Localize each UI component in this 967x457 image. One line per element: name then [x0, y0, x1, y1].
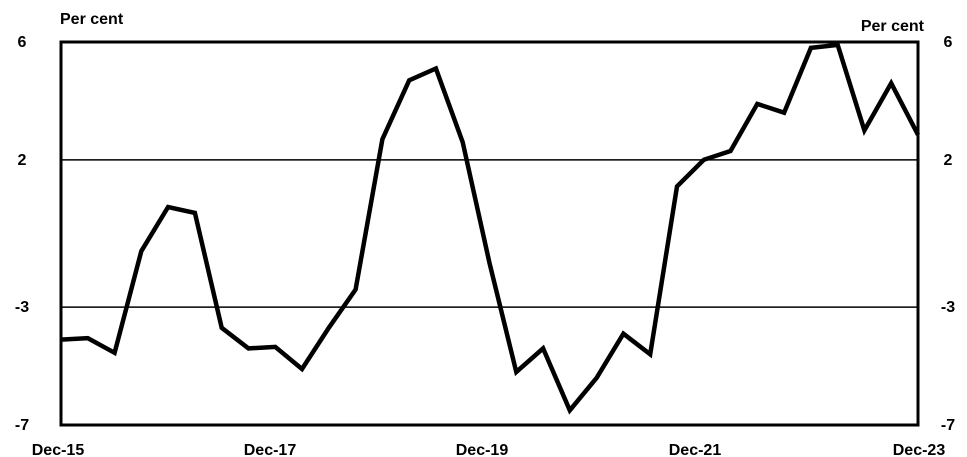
y-axis-right-ticks: 6 2 -3 -7	[941, 34, 955, 434]
y-tick-label-left: 6	[18, 34, 27, 51]
y-axis-left-ticks: 6 2 -3 -7	[15, 34, 29, 434]
y-tick-label-right: 2	[944, 152, 953, 169]
y-tick-label-left: -3	[15, 299, 29, 316]
x-tick-label: Dec-15	[32, 442, 85, 457]
x-tick-label: Dec-17	[244, 442, 297, 457]
x-axis-ticks: Dec-15 Dec-17 Dec-19 Dec-21 Dec-23	[32, 442, 946, 457]
plot-area-frame	[59, 40, 920, 427]
y-tick-label-right: -7	[941, 417, 955, 434]
gridlines	[61, 159, 918, 308]
x-tick-label: Dec-19	[456, 442, 509, 457]
y-tick-label-right: -3	[941, 299, 955, 316]
y-tick-label-left: 2	[18, 152, 27, 169]
right-axis-unit-label: Per cent	[861, 18, 925, 35]
left-axis-unit-label: Per cent	[60, 11, 124, 28]
x-tick-label: Dec-23	[893, 442, 946, 457]
y-tick-label-right: 6	[944, 34, 953, 51]
series-line	[60, 42, 920, 415]
x-tick-label: Dec-21	[669, 442, 722, 457]
series-group	[60, 42, 920, 415]
y-tick-label-left: -7	[15, 417, 29, 434]
